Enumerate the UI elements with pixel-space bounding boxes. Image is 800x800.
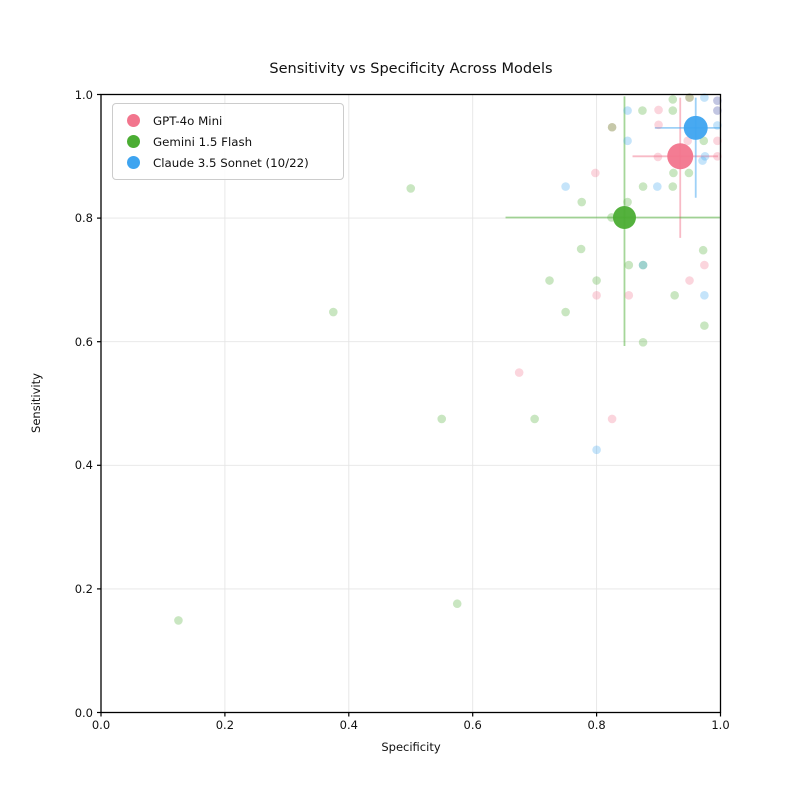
scatter-point — [452, 599, 462, 609]
scatter-point — [698, 245, 708, 255]
legend-label: GPT-4o Mini — [153, 113, 223, 128]
scatter-point — [713, 96, 722, 105]
legend-marker-icon — [127, 156, 140, 169]
scatter-point — [623, 197, 632, 207]
x-axis-label: Specificity — [381, 740, 441, 754]
scatter-point — [638, 260, 648, 270]
scatter-point — [592, 445, 601, 455]
scatter-point — [700, 291, 709, 300]
y-tick-label: 1.0 — [74, 87, 93, 102]
scatter-point — [654, 120, 663, 130]
scatter-point — [638, 106, 647, 115]
scatter-point — [174, 616, 183, 625]
scatter-point — [592, 276, 601, 285]
scatter-point — [713, 106, 722, 115]
chart-title: Sensitivity vs Specificity Across Models — [269, 61, 553, 77]
x-tick-label: 0.0 — [91, 718, 111, 732]
scatter-point — [530, 414, 539, 424]
scatter-point — [577, 197, 587, 207]
legend-marker-icon — [127, 114, 140, 127]
x-tick-label: 0.8 — [587, 718, 606, 732]
scatter-point — [607, 414, 617, 424]
scatter-point — [623, 106, 632, 115]
scatter-point — [624, 260, 634, 270]
scatter-point — [576, 244, 586, 254]
scatter-point — [561, 182, 570, 191]
x-tick-label: 0.6 — [463, 718, 482, 732]
scatter-point — [638, 338, 648, 347]
axes-spines — [100, 93, 722, 714]
scatter-point — [623, 136, 632, 146]
scatter-point — [592, 291, 601, 300]
scatter-point — [685, 93, 694, 102]
y-tick-label: 0.4 — [74, 458, 93, 473]
scatter-point — [700, 93, 709, 102]
scatter-point — [700, 260, 709, 270]
y-tick-label: 0.6 — [74, 334, 93, 349]
scatter-point — [683, 136, 692, 146]
x-tick-label: 0.4 — [339, 718, 358, 732]
scatter-point — [685, 93, 694, 102]
scatter-point — [653, 152, 663, 162]
scatter-point — [713, 106, 722, 115]
y-tick-label: 0.2 — [74, 581, 93, 596]
scatter-point — [685, 276, 694, 285]
scatter-point — [713, 152, 722, 161]
scatter-point — [670, 291, 679, 300]
scatter-point — [713, 136, 722, 146]
scatter-point — [713, 96, 722, 105]
legend-marker-icon — [127, 135, 140, 148]
scatter-point — [684, 168, 694, 178]
scatter-point — [669, 168, 678, 178]
legend-item-gpt-4o-mini: GPT-4o Mini — [123, 110, 333, 131]
mean-marker-gemini-1-5-flash — [612, 205, 636, 229]
scatter-point — [591, 168, 600, 178]
scatter-point — [406, 184, 416, 193]
scatter-point — [607, 122, 617, 132]
scatter-point — [561, 307, 570, 317]
mean-marker-claude-3-5-sonnet-10-22- — [683, 115, 708, 140]
legend-label: Claude 3.5 Sonnet (10/22) — [153, 155, 309, 170]
scatter-point — [624, 291, 634, 300]
scatter-point — [699, 136, 709, 146]
scatter-point — [607, 122, 617, 132]
scatter-point — [437, 414, 447, 424]
scatter-point — [713, 121, 722, 130]
legend-label: Gemini 1.5 Flash — [153, 134, 253, 149]
x-tick-label: 0.2 — [215, 718, 235, 732]
scatter-point — [654, 105, 663, 115]
scatter-point — [653, 182, 662, 191]
scatter-point — [668, 106, 678, 115]
scatter-point — [698, 156, 707, 165]
mean-marker-gpt-4o-mini — [667, 143, 694, 170]
scatter-point — [545, 276, 554, 285]
scatter-point — [638, 260, 648, 270]
scatter-point — [329, 307, 338, 317]
scatter-point — [638, 182, 648, 191]
y-axis-label: Sensitivity — [29, 373, 43, 433]
legend-item-claude-3-5-sonnet-10-22-: Claude 3.5 Sonnet (10/22) — [123, 152, 333, 173]
scatter-point — [700, 321, 709, 330]
scatter-point — [700, 152, 710, 161]
scatter-point — [514, 368, 524, 377]
scatter-point — [668, 95, 678, 104]
legend-item-gemini-1-5-flash: Gemini 1.5 Flash — [123, 131, 333, 152]
legend: GPT-4o Mini Gemini 1.5 Flash Claude 3.5 So… — [112, 103, 344, 180]
y-tick-label: 0.0 — [74, 705, 93, 720]
y-tick-label: 0.8 — [74, 211, 93, 226]
scatter-point — [668, 182, 678, 191]
x-tick-label: 1.0 — [711, 718, 730, 732]
